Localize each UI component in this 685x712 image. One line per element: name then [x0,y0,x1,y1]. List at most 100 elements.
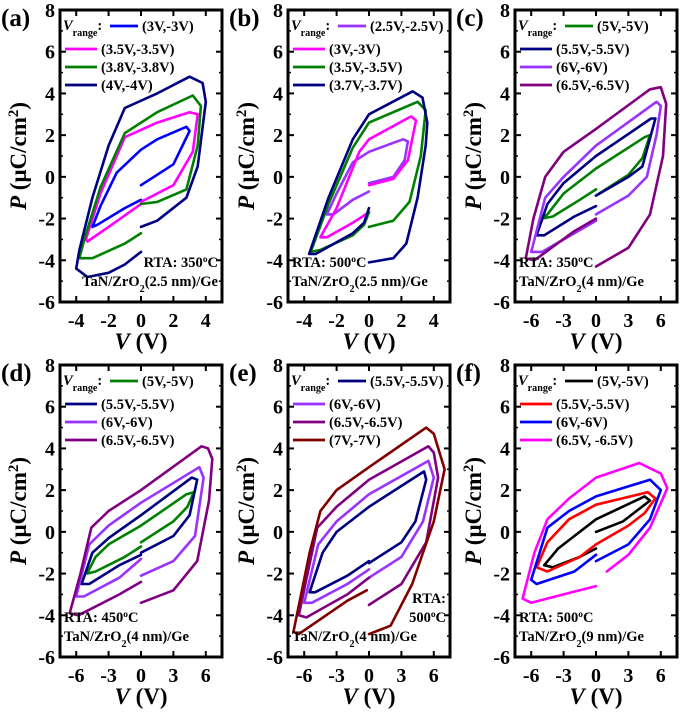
annotation-text-part: (9 nm)/Ge [582,629,645,645]
x-tick-label: -3 [555,310,572,332]
y-tick-label: 6 [45,42,55,64]
annotation-text: RTA: 350oC [144,255,218,271]
legend-entry: (2.5V,-2.5V) [370,19,444,35]
y-tick-label: 4 [273,83,283,105]
legend: Vrange: (2.5V,-2.5V) (3V,-3V) (3.5V,-3.5V) (… [291,18,444,94]
loop-(6.5V,-6.5V) [524,85,668,268]
y-axis-label-part: ) [6,457,31,465]
annotation-text: RTA: 350oC [519,255,593,271]
y-axis-label-part: ) [6,102,31,110]
y-tick-label: -4 [493,605,510,627]
y-axis-label-part: 2 [234,465,250,472]
x-tick-label: 0 [591,665,601,687]
annotation-text: TaN/ZrO2(2.5 nm)/Ge [82,274,218,295]
y-tick-label: 4 [45,83,55,105]
annotation-text-part: 2 [140,284,145,295]
annotation-text-part: 2 [121,639,126,650]
x-tick-label: 6 [201,665,211,687]
series-group [292,426,446,636]
loop-(3V,-3V) [91,125,191,229]
x-axis-label-part: V [342,329,359,354]
x-axis-label: V (V) [342,329,395,354]
y-tick-label: -4 [38,605,55,627]
legend-title-part: range [73,383,98,394]
annotation-text: TaN/ZrO2(9 nm)/Ge [519,629,645,650]
panel-label: (d) [1,360,32,387]
legend-title-part: range [73,28,98,39]
legend-entry: (7V,-7V) [329,433,381,449]
loop-(6V,-6V) [302,459,436,605]
x-axis-label-part: V [569,329,586,354]
legend-entry: (6V,-6V) [556,60,608,76]
annotation-text-part: C [583,610,593,626]
x-tick-label: -2 [100,310,117,332]
legend-entry: (3V,-3V) [142,19,194,35]
legend-title-part: range [528,28,553,39]
annotation-text-part: C [208,255,218,271]
x-tick-label: 6 [429,665,439,687]
legend-entry: (3.5V,-3.5V) [329,60,403,76]
legend: Vrange: (3V,-3V) (3.5V,-3.5V) (3.8V,-3.8V) (… [63,18,194,94]
y-tick-label: 0 [273,522,283,544]
y-tick-label: 2 [500,125,510,147]
y-axis-label-part: ) [461,102,486,110]
legend-title-part: V [291,373,302,389]
y-tick-label: 8 [500,355,510,377]
y-tick-label: -6 [493,647,510,669]
legend-entry: (6V,-6V) [101,415,153,431]
y-tick-label: 6 [500,397,510,419]
y-axis-label-part: P [461,550,486,566]
y-tick-label: 6 [273,42,283,64]
y-axis-label: P (μC/cm2) [461,102,486,211]
y-tick-label: 2 [273,480,283,502]
annotation-text-part: o [578,610,583,620]
panel-label: (f) [456,360,481,387]
legend-entry: (5.5V,-5.5V) [556,42,630,58]
y-axis-label-part: P [461,195,486,211]
annotation-text: RTA: 500oC [519,610,593,626]
y-axis-label: P (μC/cm2) [234,102,259,211]
annotation-text-part: RTA: 350 [144,255,203,271]
y-tick-label: 8 [45,355,55,377]
x-axis-label: V (V) [569,684,622,709]
y-axis-label-part: (μC/cm [6,472,31,551]
loop-(6V,-6V) [529,100,663,254]
legend-entry: (5.5V,-5.5V) [556,397,630,413]
legend: Vrange: (5.5V,-5.5V) (6V,-6V) (6.5V,-6.5V) (… [291,373,444,449]
x-tick-label: 3 [168,665,178,687]
annotation-text-part: 2 [576,639,581,650]
annotation-text-part: TaN/ZrO [82,274,139,290]
loop-(7V,-7V) [292,426,446,636]
legend-title-part: range [301,28,326,39]
annotation-text: 500oC [409,610,446,626]
x-tick-label: -6 [296,665,313,687]
legend-title-part: : [97,18,102,34]
x-tick-label: 6 [656,665,666,687]
y-axis-label: P (μC/cm2) [461,457,486,566]
legend-title: Vrange: [291,18,330,39]
x-axis-label-part: (V) [130,684,168,709]
y-tick-label: 0 [273,167,283,189]
legend-entry: (3.7V,-3.7V) [329,78,403,94]
y-tick-label: 0 [45,522,55,544]
y-tick-label: -6 [266,292,283,314]
x-tick-label: -2 [328,310,345,332]
x-tick-label: 3 [396,665,406,687]
x-tick-label: -3 [328,665,345,687]
y-tick-label: -4 [266,605,283,627]
loop-(6V,-6V) [74,465,205,598]
legend-title: Vrange: [291,373,330,394]
series-group [521,461,669,605]
y-tick-label: 6 [500,42,510,64]
annotation-text-part: C [356,255,366,271]
legend-title-part: range [301,383,326,394]
legend-title: Vrange: [63,373,102,394]
annotation-text-part: 2 [576,284,581,295]
y-axis-label-part: (μC/cm [234,472,259,551]
x-tick-label: -6 [523,310,540,332]
y-axis-label-part: 2 [234,110,250,117]
y-tick-label: 4 [500,438,510,460]
